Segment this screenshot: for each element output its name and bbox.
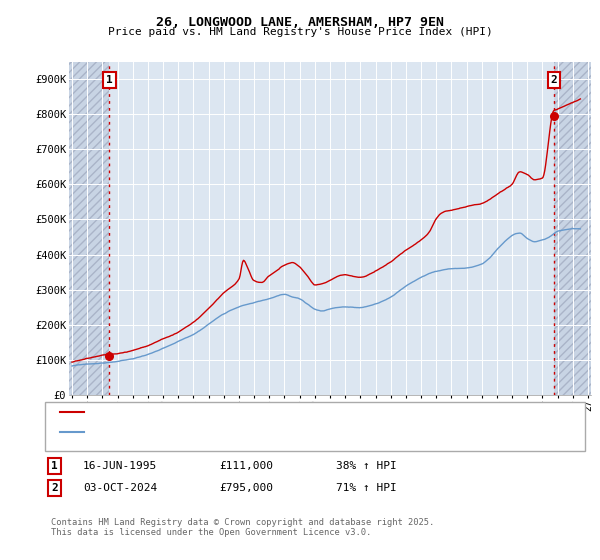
Text: £795,000: £795,000 xyxy=(219,483,273,493)
Text: 03-OCT-2024: 03-OCT-2024 xyxy=(83,483,157,493)
Text: 1: 1 xyxy=(106,75,113,85)
Text: £111,000: £111,000 xyxy=(219,461,273,471)
Bar xyxy=(69,62,109,395)
Text: 26, LONGWOOD LANE, AMERSHAM, HP7 9EN (semi-detached house): 26, LONGWOOD LANE, AMERSHAM, HP7 9EN (se… xyxy=(89,407,437,417)
Text: Price paid vs. HM Land Registry's House Price Index (HPI): Price paid vs. HM Land Registry's House … xyxy=(107,27,493,37)
Text: HPI: Average price, semi-detached house, Buckinghamshire: HPI: Average price, semi-detached house,… xyxy=(89,427,425,437)
Bar xyxy=(554,62,591,395)
Text: 16-JUN-1995: 16-JUN-1995 xyxy=(83,461,157,471)
Text: 2: 2 xyxy=(550,75,557,85)
Text: 1: 1 xyxy=(51,461,58,471)
Text: 38% ↑ HPI: 38% ↑ HPI xyxy=(336,461,397,471)
Text: 26, LONGWOOD LANE, AMERSHAM, HP7 9EN: 26, LONGWOOD LANE, AMERSHAM, HP7 9EN xyxy=(156,16,444,29)
Text: 2: 2 xyxy=(51,483,58,493)
Text: 71% ↑ HPI: 71% ↑ HPI xyxy=(336,483,397,493)
Text: Contains HM Land Registry data © Crown copyright and database right 2025.
This d: Contains HM Land Registry data © Crown c… xyxy=(51,518,434,538)
